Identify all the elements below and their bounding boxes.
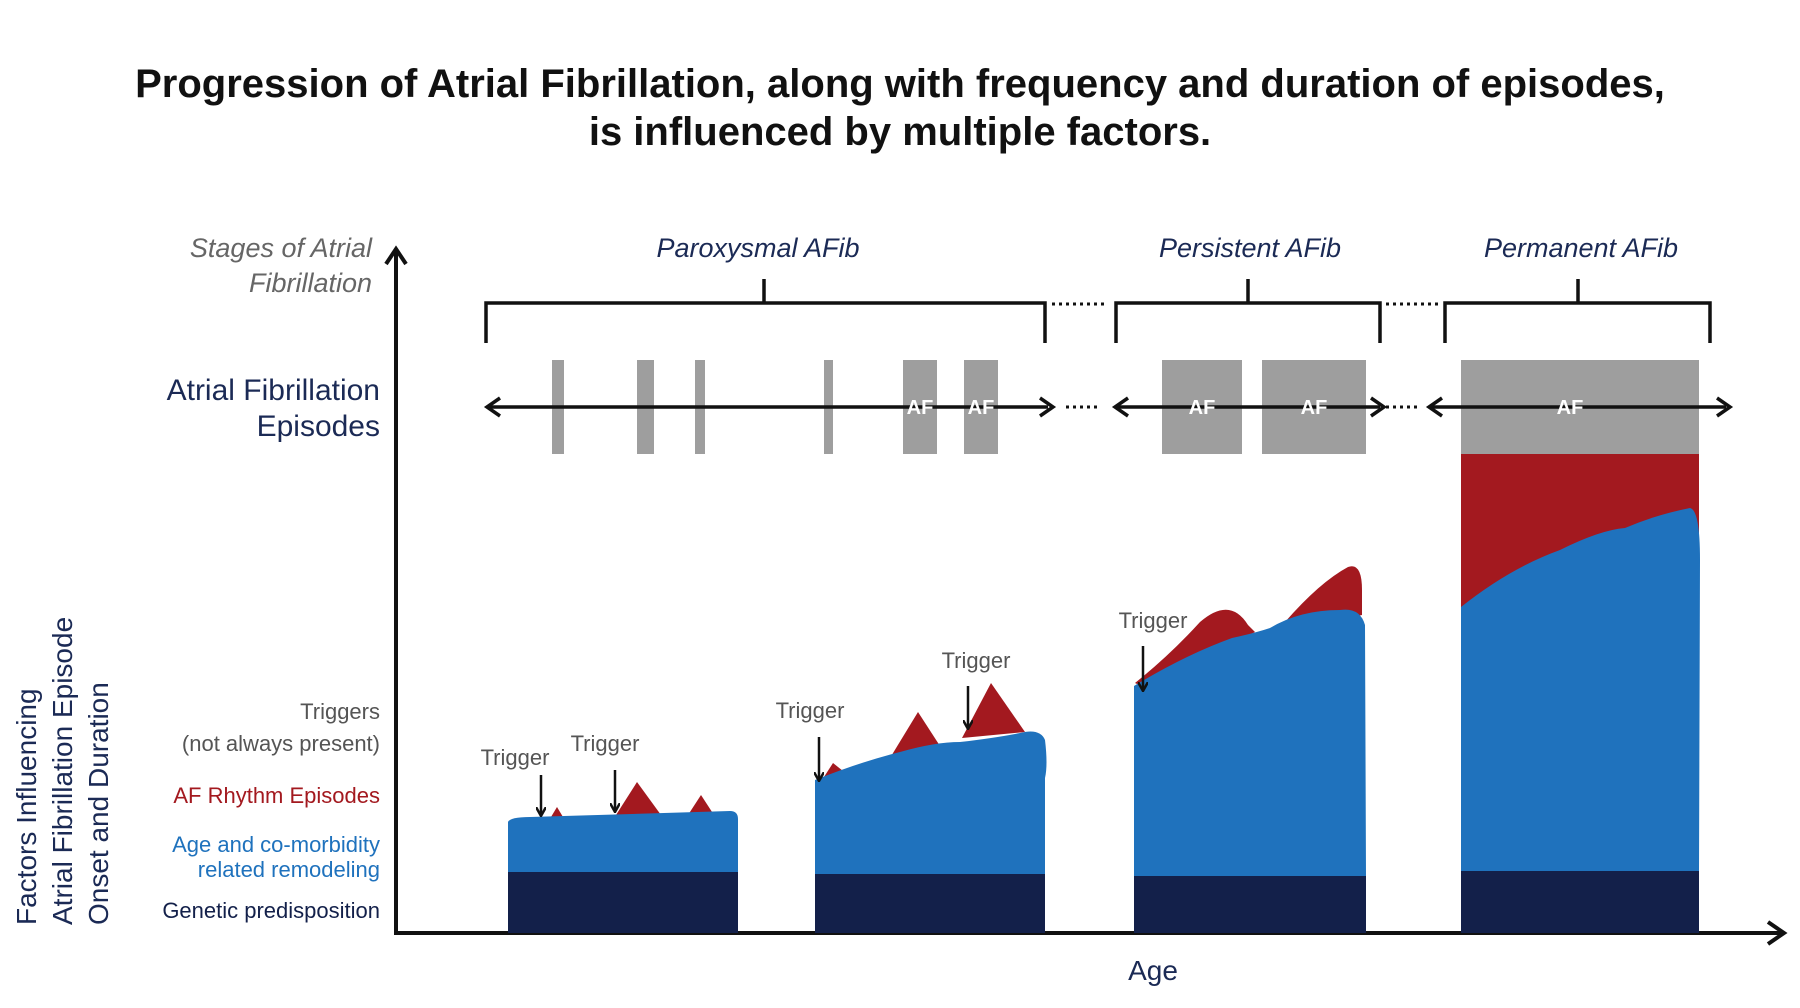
trigger-label: Trigger — [1119, 608, 1188, 633]
episode-af-label: AF — [1189, 397, 1216, 419]
y-axis-label-line-3: Onset and Duration — [83, 682, 114, 925]
bracket-paroxysmal — [484, 279, 1047, 343]
trigger-2: Trigger — [571, 731, 640, 811]
episodes-label-line-2: Episodes — [257, 410, 380, 443]
bracket-permanent — [1443, 279, 1712, 343]
factor-column-2 — [815, 683, 1047, 933]
genetic-area — [815, 874, 1045, 933]
trigger-3: Trigger — [776, 698, 845, 780]
trigger-5: Trigger — [1119, 608, 1188, 690]
genetic-area — [508, 872, 738, 933]
stage-persistent-label: Persistent AFib — [1159, 233, 1341, 263]
trigger-1: Trigger — [481, 745, 550, 815]
trigger-label: Trigger — [571, 731, 640, 756]
af-rhythm-episode — [962, 683, 1025, 738]
remodeling-label-line-2: related remodeling — [198, 857, 380, 882]
remodeling-area — [815, 731, 1047, 875]
af-rhythm-episode — [616, 782, 661, 815]
title-line-2: is influenced by multiple factors. — [588, 110, 1212, 154]
factor-column-4 — [1461, 454, 1700, 933]
episode-af-label: AF — [968, 397, 995, 419]
remodeling-area — [508, 811, 738, 873]
episodes-label-line-1: Atrial Fibrillation — [167, 374, 380, 407]
stages-label-line-2: Fibrillation — [249, 268, 372, 298]
title-line-1: Progression of Atrial Fibrillation, alon… — [135, 62, 1665, 106]
episode-af-label: AF — [907, 397, 934, 419]
trigger-label: Trigger — [481, 745, 550, 770]
triggers-label-line-1: Triggers — [300, 699, 380, 724]
triggers-label-line-2: (not always present) — [182, 731, 380, 756]
y-axis-label-line-1: Factors Influencing — [11, 688, 42, 925]
remodeling-label-line-1: Age and co-morbidity — [172, 832, 380, 857]
trigger-4: Trigger — [942, 648, 1011, 728]
genetic-area — [1134, 876, 1366, 933]
episode-af-label: AF — [1557, 397, 1584, 419]
stage-permanent-label: Permanent AFib — [1484, 233, 1678, 263]
x-axis-arrow-icon — [1766, 920, 1788, 946]
timeline-persistent — [1111, 396, 1388, 418]
stage-paroxysmal-label: Paroxysmal AFib — [656, 233, 859, 263]
timeline-permanent — [1425, 396, 1734, 418]
remodeling-area — [1461, 508, 1700, 874]
factor-column-1 — [508, 782, 738, 933]
trigger-label: Trigger — [776, 698, 845, 723]
remodeling-area — [1134, 609, 1366, 877]
y-axis-label: Factors Influencing Atrial Fibrillation … — [11, 617, 114, 925]
factor-column-3 — [1134, 566, 1366, 933]
af-rhythm-episode — [688, 795, 714, 815]
x-axis-label: Age — [1128, 955, 1178, 986]
y-axis-arrow-icon — [384, 245, 408, 266]
timeline-paroxysmal — [483, 396, 1057, 418]
trigger-label: Trigger — [942, 648, 1011, 673]
page-title: Progression of Atrial Fibrillation, alon… — [0, 60, 1800, 156]
af-rhythm-label: AF Rhythm Episodes — [173, 783, 380, 808]
genetic-label: Genetic predisposition — [162, 898, 380, 923]
episode-af-label: AF — [1301, 397, 1328, 419]
stages-label-line-1: Stages of Atrial — [190, 233, 373, 263]
genetic-area — [1461, 871, 1699, 933]
y-axis-label-line-2: Atrial Fibrillation Episode — [47, 617, 78, 925]
bracket-persistent — [1114, 279, 1382, 343]
